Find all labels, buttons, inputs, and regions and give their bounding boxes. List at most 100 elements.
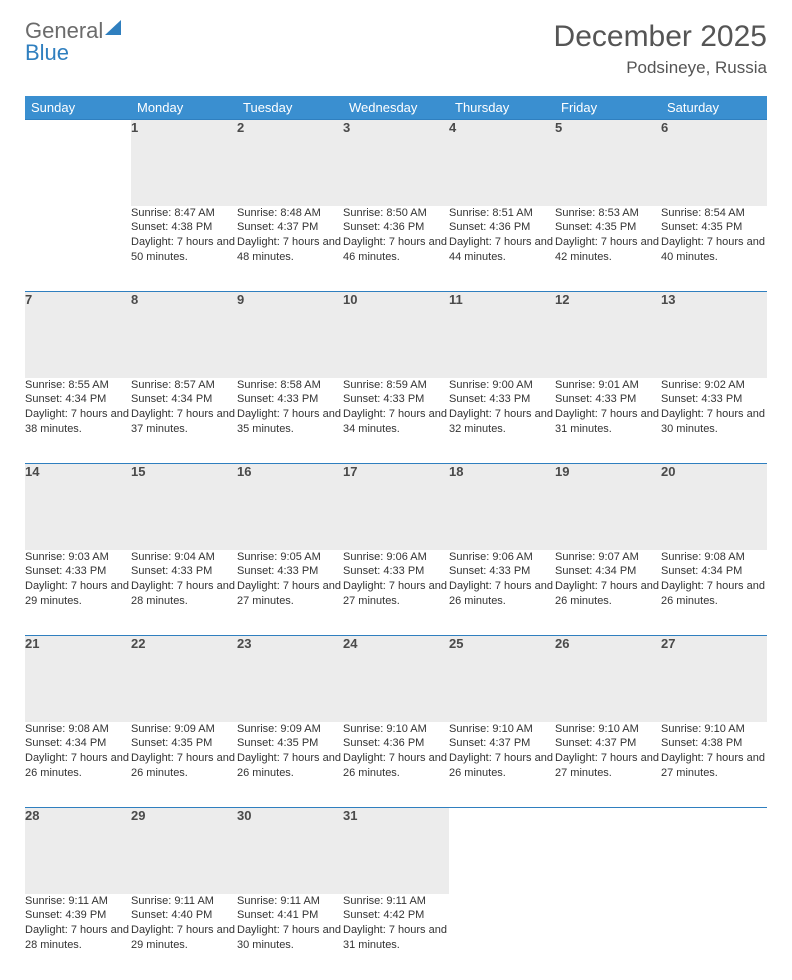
day-number: 2 [237,120,343,206]
sunset-text: Sunset: 4:33 PM [25,564,131,579]
calendar-body: 123456Sunrise: 8:47 AMSunset: 4:38 PMDay… [25,120,767,980]
weekday-header: Friday [555,96,661,120]
sunset-text: Sunset: 4:35 PM [131,736,237,751]
sunset-text: Sunset: 4:33 PM [555,392,661,407]
sunrise-text: Sunrise: 8:47 AM [131,206,237,221]
day-cell: Sunrise: 8:50 AMSunset: 4:36 PMDaylight:… [343,206,449,292]
sunrise-text: Sunrise: 9:03 AM [25,550,131,565]
sunset-text: Sunset: 4:38 PM [131,220,237,235]
daylight-text: Daylight: 7 hours and 46 minutes. [343,235,449,265]
day-number-row: 21222324252627 [25,636,767,722]
day-cell: Sunrise: 9:07 AMSunset: 4:34 PMDaylight:… [555,550,661,636]
sunset-text: Sunset: 4:37 PM [449,736,555,751]
empty-day-cell [555,894,661,980]
sunset-text: Sunset: 4:37 PM [555,736,661,751]
weekday-header: Wednesday [343,96,449,120]
day-number-row: 123456 [25,120,767,206]
sunset-text: Sunset: 4:34 PM [25,736,131,751]
sunrise-text: Sunrise: 9:11 AM [343,894,449,909]
daylight-text: Daylight: 7 hours and 44 minutes. [449,235,555,265]
day-cell: Sunrise: 9:04 AMSunset: 4:33 PMDaylight:… [131,550,237,636]
daylight-text: Daylight: 7 hours and 50 minutes. [131,235,237,265]
day-cell: Sunrise: 8:51 AMSunset: 4:36 PMDaylight:… [449,206,555,292]
day-number: 14 [25,464,131,550]
day-number-row: 14151617181920 [25,464,767,550]
day-number: 26 [555,636,661,722]
sunset-text: Sunset: 4:33 PM [449,564,555,579]
sunrise-text: Sunrise: 9:04 AM [131,550,237,565]
empty-day-number [25,120,131,206]
daylight-text: Daylight: 7 hours and 26 minutes. [449,751,555,781]
daylight-text: Daylight: 7 hours and 30 minutes. [661,407,767,437]
day-number: 10 [343,292,449,378]
day-number: 24 [343,636,449,722]
day-number: 8 [131,292,237,378]
day-number: 19 [555,464,661,550]
sunrise-text: Sunrise: 9:11 AM [25,894,131,909]
logo-word2: Blue [25,40,69,65]
daylight-text: Daylight: 7 hours and 31 minutes. [343,923,449,953]
day-cell: Sunrise: 8:59 AMSunset: 4:33 PMDaylight:… [343,378,449,464]
day-number: 3 [343,120,449,206]
day-cell: Sunrise: 9:11 AMSunset: 4:39 PMDaylight:… [25,894,131,980]
empty-day-cell [449,894,555,980]
day-cell: Sunrise: 9:01 AMSunset: 4:33 PMDaylight:… [555,378,661,464]
sunset-text: Sunset: 4:33 PM [661,392,767,407]
day-number: 20 [661,464,767,550]
daylight-text: Daylight: 7 hours and 38 minutes. [25,407,131,437]
title-block: December 2025 Podsineye, Russia [554,20,767,78]
day-cell: Sunrise: 8:58 AMSunset: 4:33 PMDaylight:… [237,378,343,464]
day-number: 22 [131,636,237,722]
sunrise-text: Sunrise: 8:50 AM [343,206,449,221]
day-cell: Sunrise: 9:06 AMSunset: 4:33 PMDaylight:… [343,550,449,636]
sunset-text: Sunset: 4:36 PM [343,220,449,235]
day-number: 30 [237,808,343,894]
sunset-text: Sunset: 4:33 PM [343,564,449,579]
weekday-header: Thursday [449,96,555,120]
sunrise-text: Sunrise: 8:59 AM [343,378,449,393]
day-cell: Sunrise: 8:57 AMSunset: 4:34 PMDaylight:… [131,378,237,464]
day-number-row: 78910111213 [25,292,767,378]
page-header: General Blue December 2025 Podsineye, Ru… [25,20,767,78]
day-cell: Sunrise: 8:48 AMSunset: 4:37 PMDaylight:… [237,206,343,292]
empty-day-cell [25,206,131,292]
daylight-text: Daylight: 7 hours and 26 minutes. [449,579,555,609]
sunrise-text: Sunrise: 9:00 AM [449,378,555,393]
daylight-text: Daylight: 7 hours and 42 minutes. [555,235,661,265]
daylight-text: Daylight: 7 hours and 31 minutes. [555,407,661,437]
sunset-text: Sunset: 4:34 PM [661,564,767,579]
month-title: December 2025 [554,20,767,54]
daylight-text: Daylight: 7 hours and 28 minutes. [131,579,237,609]
day-cell: Sunrise: 8:54 AMSunset: 4:35 PMDaylight:… [661,206,767,292]
day-cell: Sunrise: 9:03 AMSunset: 4:33 PMDaylight:… [25,550,131,636]
sunrise-text: Sunrise: 9:09 AM [237,722,343,737]
daylight-text: Daylight: 7 hours and 27 minutes. [661,751,767,781]
day-body-row: Sunrise: 9:11 AMSunset: 4:39 PMDaylight:… [25,894,767,980]
sunrise-text: Sunrise: 9:10 AM [555,722,661,737]
sunset-text: Sunset: 4:38 PM [661,736,767,751]
sunset-text: Sunset: 4:33 PM [449,392,555,407]
daylight-text: Daylight: 7 hours and 27 minutes. [237,579,343,609]
sunrise-text: Sunrise: 8:58 AM [237,378,343,393]
sunset-text: Sunset: 4:40 PM [131,908,237,923]
weekday-header: Saturday [661,96,767,120]
day-number: 5 [555,120,661,206]
day-number: 4 [449,120,555,206]
day-cell: Sunrise: 9:10 AMSunset: 4:37 PMDaylight:… [555,722,661,808]
day-number: 21 [25,636,131,722]
day-cell: Sunrise: 9:10 AMSunset: 4:37 PMDaylight:… [449,722,555,808]
sunset-text: Sunset: 4:34 PM [131,392,237,407]
day-number: 6 [661,120,767,206]
weekday-header: Tuesday [237,96,343,120]
day-cell: Sunrise: 9:09 AMSunset: 4:35 PMDaylight:… [131,722,237,808]
sunset-text: Sunset: 4:37 PM [237,220,343,235]
sunrise-text: Sunrise: 8:54 AM [661,206,767,221]
sunset-text: Sunset: 4:34 PM [555,564,661,579]
daylight-text: Daylight: 7 hours and 27 minutes. [343,579,449,609]
sunrise-text: Sunrise: 8:51 AM [449,206,555,221]
sunrise-text: Sunrise: 9:06 AM [449,550,555,565]
sunrise-text: Sunrise: 9:08 AM [25,722,131,737]
daylight-text: Daylight: 7 hours and 48 minutes. [237,235,343,265]
calendar-table: SundayMondayTuesdayWednesdayThursdayFrid… [25,96,767,980]
sunrise-text: Sunrise: 9:08 AM [661,550,767,565]
